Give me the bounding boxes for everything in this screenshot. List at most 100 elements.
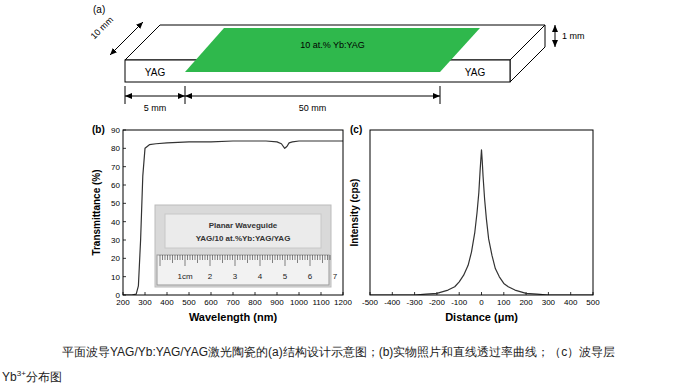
ruler-tick [255, 255, 256, 260]
ruler-tick [225, 255, 226, 260]
tick-label: 1000 [290, 298, 308, 307]
ruler-tick [215, 255, 216, 260]
ruler-label: 1cm [177, 272, 192, 281]
ruler-tick [287, 255, 288, 260]
ruler-tick [307, 255, 308, 260]
tick-label: 900 [270, 298, 284, 307]
waveguide-layer [185, 28, 480, 72]
tick-label: -400 [384, 298, 401, 307]
tick-label: 20 [111, 254, 120, 263]
plot-frame [123, 130, 343, 295]
layer-label: 10 at.% Yb:YAG [300, 40, 365, 50]
tick-label: 300 [542, 298, 556, 307]
ruler-tick [237, 255, 238, 260]
ruler-tick [267, 255, 268, 260]
chart-1: (c)-500-400-300-200-1000100200300400500D… [349, 124, 600, 323]
data-line [123, 141, 343, 295]
ruler-tick [300, 255, 301, 260]
ruler-tick [162, 255, 163, 260]
dimension-arrow [110, 22, 143, 55]
ruler-tick [262, 255, 263, 260]
axis-label: Transmittance (%) [91, 169, 102, 255]
ruler-tick [285, 255, 286, 266]
ruler-tick [230, 255, 231, 260]
ruler-tick [302, 255, 303, 260]
ruler-tick [200, 255, 201, 260]
ruler-tick [175, 255, 176, 260]
tick-label: 600 [204, 298, 218, 307]
ruler-tick [220, 255, 221, 260]
photo-text: Planar Waveguide [209, 221, 278, 230]
ruler-tick [210, 255, 211, 266]
figure: (a)10 at.% Yb:YAGYAGYAG10 mm1 mm5 mm50 m… [0, 0, 695, 392]
cladding-label: YAG [145, 67, 166, 78]
tick-label: -100 [451, 298, 468, 307]
panel-label: (c) [350, 124, 362, 135]
ruler-tick [170, 255, 171, 260]
caption-text: Yb [2, 370, 17, 384]
ruler-tick [260, 255, 261, 266]
ruler-label: 3 [233, 272, 238, 281]
ruler-tick [195, 255, 196, 260]
ruler-tick [202, 255, 203, 260]
dimension-arrow [185, 96, 440, 97]
ruler-tick [330, 255, 331, 260]
ruler-tick [310, 255, 311, 266]
ruler-tick [165, 255, 166, 260]
ruler-label: 5 [283, 272, 288, 281]
dimension-label: 5 mm [144, 103, 167, 113]
ruler-tick [325, 255, 326, 260]
caption-text: 平面波导YAG/Yb:YAG/YAG激光陶瓷的(a)结构设计示意图；(b)实物照… [62, 345, 615, 359]
cladding-label: YAG [465, 67, 486, 78]
tick-label: 500 [586, 298, 600, 307]
caption: 平面波导YAG/Yb:YAG/YAG激光陶瓷的(a)结构设计示意图；(b)实物照… [2, 345, 615, 384]
dimension-label: 10 mm [89, 15, 116, 42]
data-line [370, 150, 593, 295]
ruler-tick [177, 255, 178, 260]
tick-label: 60 [111, 181, 120, 190]
dimension-guide [440, 86, 441, 104]
photo-background [155, 205, 331, 287]
ruler-tick [292, 255, 293, 260]
axis-label: Distance (μm) [445, 311, 518, 323]
tick-label: 400 [564, 298, 578, 307]
tick-label: 40 [111, 218, 120, 227]
tick-label: 90 [111, 126, 120, 135]
ruler-tick [185, 255, 186, 266]
ruler-tick [265, 255, 266, 260]
panel-label: (b) [92, 124, 105, 135]
dimension-label: 50 mm [299, 103, 327, 113]
ruler-tick [317, 255, 318, 260]
dimension-arrow [555, 25, 556, 47]
tick-label: 70 [111, 163, 120, 172]
ruler-tick [190, 255, 191, 260]
tick-label: 700 [226, 298, 240, 307]
ruler-tick [180, 255, 181, 260]
tick-label: 80 [111, 144, 120, 153]
ruler-tick [320, 255, 321, 260]
ruler-tick [277, 255, 278, 260]
ruler-tick [315, 255, 316, 260]
ruler-tick [257, 255, 258, 260]
ruler-tick [240, 255, 241, 260]
caption-text: 分布图 [26, 370, 62, 384]
ruler-tick [297, 255, 298, 263]
ruler-tick [312, 255, 313, 260]
ruler-tick [167, 255, 168, 260]
ruler-tick [192, 255, 193, 260]
axis-label: Intensity (cps) [349, 179, 360, 247]
tick-label: 100 [497, 298, 511, 307]
tick-label: 50 [111, 199, 120, 208]
plot-area [370, 150, 593, 295]
ruler-tick [272, 255, 273, 263]
ruler-tick [275, 255, 276, 260]
ruler-tick [247, 255, 248, 263]
ruler-label: 7 [333, 272, 338, 281]
plot-area [123, 141, 343, 295]
ruler-tick [270, 255, 271, 260]
caption-superscript: 3+ [17, 369, 26, 378]
tick-label: 500 [182, 298, 196, 307]
ruler-tick [207, 255, 208, 260]
tick-label: 1200 [334, 298, 352, 307]
ruler-tick [245, 255, 246, 260]
